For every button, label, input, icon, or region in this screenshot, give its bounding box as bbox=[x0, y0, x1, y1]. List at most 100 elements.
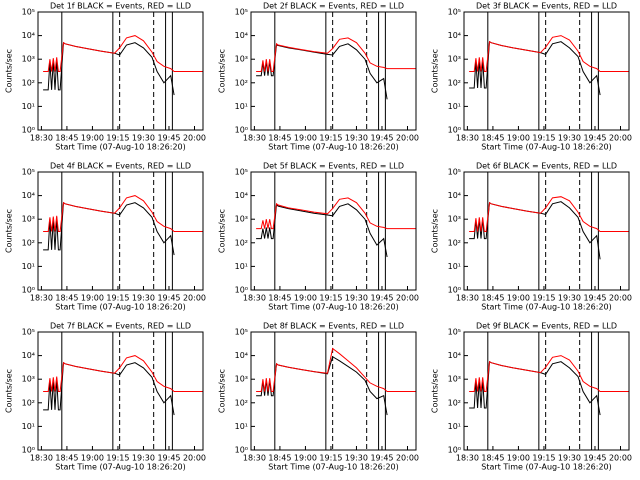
x-tick-label: 19:45 bbox=[370, 454, 393, 463]
x-tick-label: 19:45 bbox=[157, 454, 180, 463]
y-tick-label: 10⁴ bbox=[22, 191, 35, 200]
y-tick-label: 10⁴ bbox=[235, 191, 248, 200]
y-tick-label: 10¹ bbox=[22, 102, 35, 111]
y-tick-label: 10¹ bbox=[235, 102, 248, 111]
y-axis-label: Counts/sec bbox=[5, 369, 14, 413]
x-tick-label: 19:00 bbox=[81, 294, 104, 303]
y-tick-label: 10⁰ bbox=[235, 446, 248, 455]
y-tick-label: 10³ bbox=[448, 55, 461, 64]
y-tick-label: 10⁴ bbox=[235, 351, 248, 360]
x-tick-label: 18:30 bbox=[243, 454, 266, 463]
plot-frame bbox=[463, 171, 630, 291]
y-tick-label: 10⁴ bbox=[448, 31, 461, 40]
y-tick-label: 10⁵ bbox=[448, 168, 461, 177]
chart-title: Det 6f BLACK = Events, RED = LLD bbox=[476, 162, 617, 171]
y-tick-label: 10⁴ bbox=[22, 351, 35, 360]
y-tick-label: 10² bbox=[235, 238, 248, 247]
x-tick-label: 19:30 bbox=[558, 294, 581, 303]
x-tick-label: 19:15 bbox=[106, 454, 129, 463]
y-tick-label: 10³ bbox=[235, 215, 248, 224]
x-tick-label: 18:30 bbox=[456, 454, 479, 463]
y-tick-label: 10⁰ bbox=[235, 126, 248, 135]
y-tick-label: 10³ bbox=[22, 375, 35, 384]
y-tick-label: 10⁰ bbox=[22, 446, 35, 455]
y-tick-label: 10⁴ bbox=[235, 31, 248, 40]
x-tick-label: 19:15 bbox=[532, 454, 555, 463]
chart-title: Det 9f BLACK = Events, RED = LLD bbox=[476, 322, 617, 331]
series-line bbox=[256, 203, 388, 258]
chart-title: Det 3f BLACK = Events, RED = LLD bbox=[476, 2, 617, 11]
x-tick-label: 19:30 bbox=[345, 454, 368, 463]
series-line bbox=[43, 195, 203, 232]
x-tick-label: 20:00 bbox=[183, 454, 206, 463]
y-tick-label: 10⁰ bbox=[448, 446, 461, 455]
y-tick-label: 10⁴ bbox=[448, 191, 461, 200]
x-axis-label: Start Time (07-Aug-10 18:26:20) bbox=[481, 143, 612, 152]
chart-title: Det 8f BLACK = Events, RED = LLD bbox=[263, 322, 404, 331]
x-tick-label: 19:15 bbox=[319, 294, 342, 303]
x-tick-label: 19:00 bbox=[294, 454, 317, 463]
x-tick-label: 20:00 bbox=[609, 454, 632, 463]
y-tick-label: 10³ bbox=[235, 375, 248, 384]
y-tick-label: 10¹ bbox=[448, 422, 461, 431]
y-tick-label: 10³ bbox=[448, 375, 461, 384]
x-tick-label: 19:15 bbox=[319, 454, 342, 463]
series-line bbox=[469, 35, 629, 72]
x-tick-label: 19:00 bbox=[294, 134, 317, 143]
y-tick-label: 10² bbox=[448, 78, 461, 87]
y-tick-label: 10¹ bbox=[448, 102, 461, 111]
x-tick-label: 18:30 bbox=[30, 134, 53, 143]
x-tick-label: 20:00 bbox=[609, 294, 632, 303]
x-tick-label: 19:45 bbox=[583, 134, 606, 143]
y-tick-label: 10⁵ bbox=[22, 328, 35, 337]
x-tick-label: 20:00 bbox=[396, 134, 419, 143]
x-tick-label: 20:00 bbox=[396, 294, 419, 303]
x-tick-label: 20:00 bbox=[609, 134, 632, 143]
chart-title: Det 5f BLACK = Events, RED = LLD bbox=[263, 162, 404, 171]
y-tick-label: 10³ bbox=[235, 55, 248, 64]
y-tick-label: 10⁰ bbox=[448, 126, 461, 135]
series-line bbox=[256, 37, 416, 72]
y-tick-label: 10² bbox=[22, 398, 35, 407]
series-line bbox=[43, 35, 203, 72]
plot-frame bbox=[37, 171, 204, 291]
x-tick-label: 19:30 bbox=[132, 454, 155, 463]
series-line bbox=[256, 347, 416, 392]
x-axis-label: Start Time (07-Aug-10 18:26:20) bbox=[268, 463, 399, 472]
plot-frame bbox=[250, 11, 417, 131]
y-tick-label: 10¹ bbox=[235, 422, 248, 431]
x-tick-label: 18:45 bbox=[55, 294, 78, 303]
x-tick-label: 18:30 bbox=[30, 454, 53, 463]
y-tick-label: 10⁵ bbox=[235, 8, 248, 17]
x-tick-label: 19:00 bbox=[294, 294, 317, 303]
y-tick-label: 10² bbox=[235, 398, 248, 407]
y-tick-label: 10⁴ bbox=[448, 351, 461, 360]
y-tick-label: 10⁵ bbox=[448, 328, 461, 337]
series-line bbox=[469, 196, 629, 232]
y-tick-label: 10² bbox=[22, 78, 35, 87]
y-tick-label: 10⁵ bbox=[448, 8, 461, 17]
y-tick-label: 10² bbox=[448, 238, 461, 247]
chart-title: Det 7f BLACK = Events, RED = LLD bbox=[50, 322, 191, 331]
x-tick-label: 19:15 bbox=[106, 294, 129, 303]
x-tick-label: 19:00 bbox=[507, 454, 530, 463]
x-tick-label: 18:45 bbox=[481, 454, 504, 463]
x-tick-label: 19:15 bbox=[532, 134, 555, 143]
x-tick-label: 19:45 bbox=[583, 294, 606, 303]
series-line bbox=[43, 355, 203, 392]
x-tick-label: 19:30 bbox=[558, 134, 581, 143]
x-tick-label: 18:45 bbox=[268, 454, 291, 463]
y-tick-label: 10³ bbox=[22, 55, 35, 64]
x-axis-label: Start Time (07-Aug-10 18:26:20) bbox=[55, 463, 186, 472]
series-line bbox=[256, 197, 416, 230]
x-tick-label: 19:15 bbox=[319, 134, 342, 143]
y-tick-label: 10⁵ bbox=[22, 8, 35, 17]
y-tick-label: 10¹ bbox=[235, 262, 248, 271]
x-tick-label: 19:45 bbox=[157, 294, 180, 303]
x-tick-label: 18:45 bbox=[481, 294, 504, 303]
series-line bbox=[469, 355, 629, 392]
x-tick-label: 18:30 bbox=[456, 294, 479, 303]
y-tick-label: 10¹ bbox=[22, 262, 35, 271]
x-tick-label: 18:45 bbox=[481, 134, 504, 143]
